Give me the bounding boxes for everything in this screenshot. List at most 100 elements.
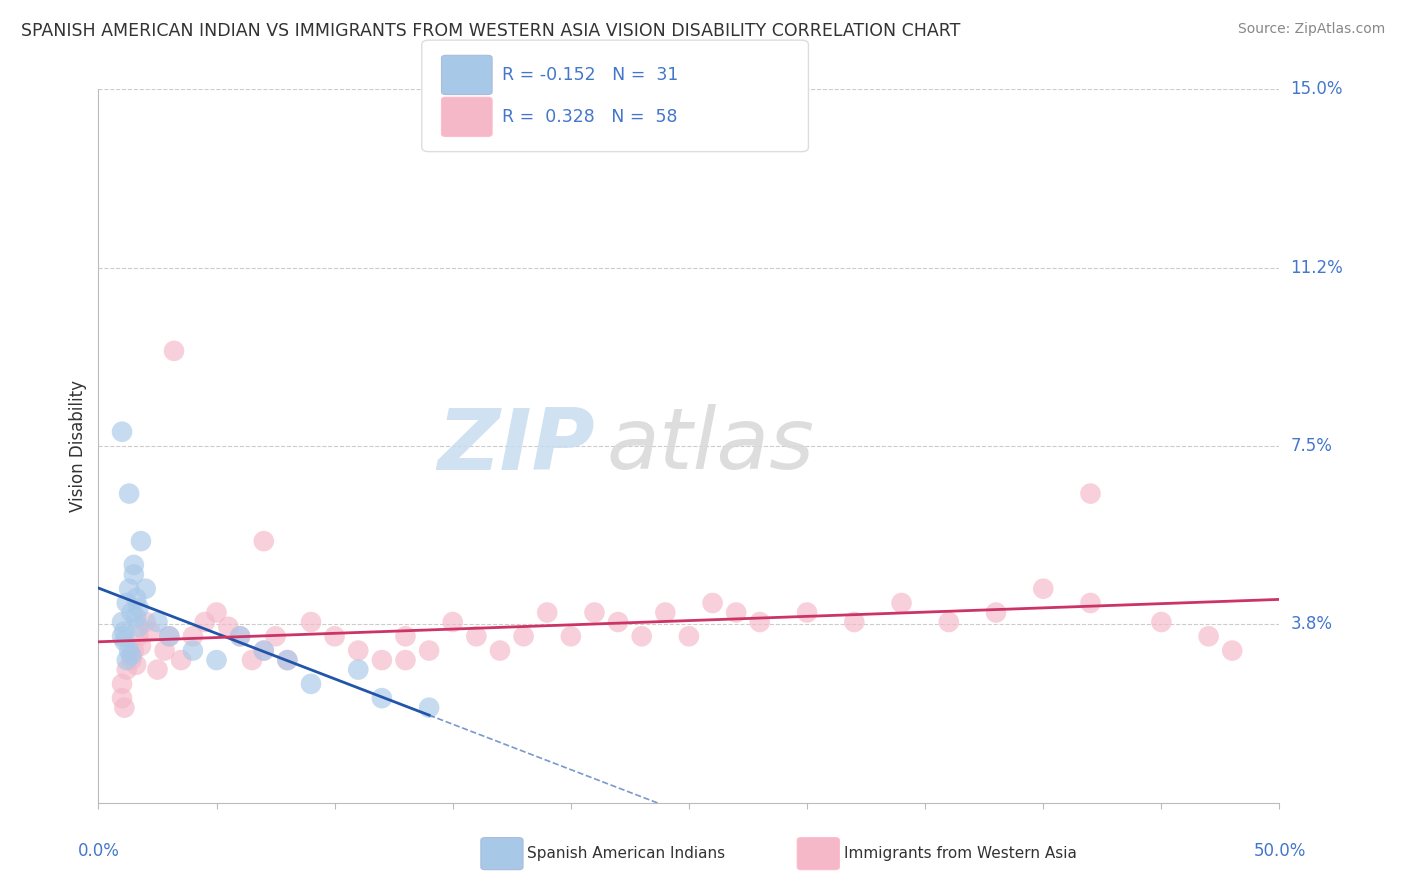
Text: 7.5%: 7.5% bbox=[1291, 437, 1333, 455]
Point bbox=[194, 615, 217, 629]
Point bbox=[347, 643, 370, 657]
Point bbox=[890, 596, 912, 610]
Point bbox=[441, 615, 464, 629]
Y-axis label: Vision Disability: Vision Disability bbox=[69, 380, 87, 512]
Text: Source: ZipAtlas.com: Source: ZipAtlas.com bbox=[1237, 22, 1385, 37]
Point bbox=[146, 663, 169, 677]
Point bbox=[323, 629, 346, 643]
Text: Spanish American Indians: Spanish American Indians bbox=[527, 847, 725, 861]
Point bbox=[796, 606, 818, 620]
Point bbox=[115, 663, 138, 677]
Point bbox=[181, 629, 204, 643]
Point bbox=[111, 629, 134, 643]
Text: 3.8%: 3.8% bbox=[1291, 615, 1333, 633]
Point bbox=[607, 615, 630, 629]
Point bbox=[1080, 486, 1102, 500]
Point bbox=[111, 691, 134, 706]
Point bbox=[1032, 582, 1054, 596]
Point bbox=[394, 653, 416, 667]
Point bbox=[111, 677, 134, 691]
Text: SPANISH AMERICAN INDIAN VS IMMIGRANTS FROM WESTERN ASIA VISION DISABILITY CORREL: SPANISH AMERICAN INDIAN VS IMMIGRANTS FR… bbox=[21, 22, 960, 40]
Point bbox=[129, 639, 152, 653]
Point bbox=[1080, 596, 1102, 610]
Text: Immigrants from Western Asia: Immigrants from Western Asia bbox=[844, 847, 1077, 861]
Point bbox=[122, 643, 145, 657]
Point bbox=[181, 643, 204, 657]
Point bbox=[229, 629, 252, 643]
Point bbox=[111, 615, 134, 629]
Point bbox=[121, 653, 143, 667]
Point bbox=[128, 600, 150, 615]
Point bbox=[299, 677, 322, 691]
Point bbox=[139, 624, 162, 639]
Text: R =  0.328   N =  58: R = 0.328 N = 58 bbox=[502, 108, 678, 126]
Point bbox=[111, 425, 134, 439]
Point bbox=[512, 629, 534, 643]
Point bbox=[112, 634, 135, 648]
Point bbox=[118, 486, 141, 500]
Point bbox=[121, 648, 143, 663]
Point bbox=[118, 643, 141, 657]
Point bbox=[347, 663, 370, 677]
Point bbox=[157, 629, 180, 643]
Text: R = -0.152   N =  31: R = -0.152 N = 31 bbox=[502, 66, 678, 84]
Point bbox=[654, 606, 676, 620]
Point bbox=[1198, 629, 1220, 643]
Point bbox=[394, 629, 416, 643]
Point bbox=[122, 567, 145, 582]
Point bbox=[299, 615, 322, 629]
Point bbox=[264, 629, 287, 643]
Point bbox=[253, 643, 276, 657]
Point bbox=[418, 643, 440, 657]
Point bbox=[122, 558, 145, 572]
Point bbox=[128, 629, 150, 643]
Point bbox=[1150, 615, 1173, 629]
Point bbox=[128, 620, 150, 634]
Text: 15.0%: 15.0% bbox=[1291, 80, 1343, 98]
Point bbox=[748, 615, 770, 629]
Point bbox=[725, 606, 748, 620]
Point bbox=[253, 534, 276, 549]
Point bbox=[112, 624, 135, 639]
Point bbox=[371, 691, 394, 706]
Point bbox=[276, 653, 298, 667]
Point bbox=[938, 615, 960, 629]
Point bbox=[170, 653, 193, 667]
Point bbox=[157, 629, 180, 643]
Point bbox=[146, 615, 169, 629]
Point bbox=[678, 629, 700, 643]
Point bbox=[125, 591, 148, 606]
Point bbox=[240, 653, 263, 667]
Point bbox=[205, 606, 228, 620]
Point bbox=[371, 653, 394, 667]
Point bbox=[1220, 643, 1243, 657]
Point bbox=[135, 615, 157, 629]
Point bbox=[121, 606, 143, 620]
Point bbox=[112, 700, 135, 714]
Point bbox=[536, 606, 558, 620]
Point bbox=[253, 643, 276, 657]
Point bbox=[129, 534, 152, 549]
Point bbox=[844, 615, 866, 629]
Text: 0.0%: 0.0% bbox=[77, 842, 120, 860]
Point bbox=[276, 653, 298, 667]
Point bbox=[115, 596, 138, 610]
Point bbox=[153, 643, 176, 657]
Point bbox=[702, 596, 724, 610]
Point bbox=[229, 629, 252, 643]
Point bbox=[118, 582, 141, 596]
Point bbox=[489, 643, 512, 657]
Point bbox=[125, 610, 148, 624]
Text: 11.2%: 11.2% bbox=[1291, 259, 1343, 277]
Point bbox=[630, 629, 652, 643]
Point bbox=[217, 620, 239, 634]
Text: 50.0%: 50.0% bbox=[1253, 842, 1306, 860]
Text: atlas: atlas bbox=[606, 404, 814, 488]
Point bbox=[984, 606, 1007, 620]
Point bbox=[125, 657, 148, 672]
Point bbox=[465, 629, 488, 643]
Point bbox=[135, 582, 157, 596]
Point bbox=[418, 700, 440, 714]
Point bbox=[583, 606, 606, 620]
Point bbox=[560, 629, 582, 643]
